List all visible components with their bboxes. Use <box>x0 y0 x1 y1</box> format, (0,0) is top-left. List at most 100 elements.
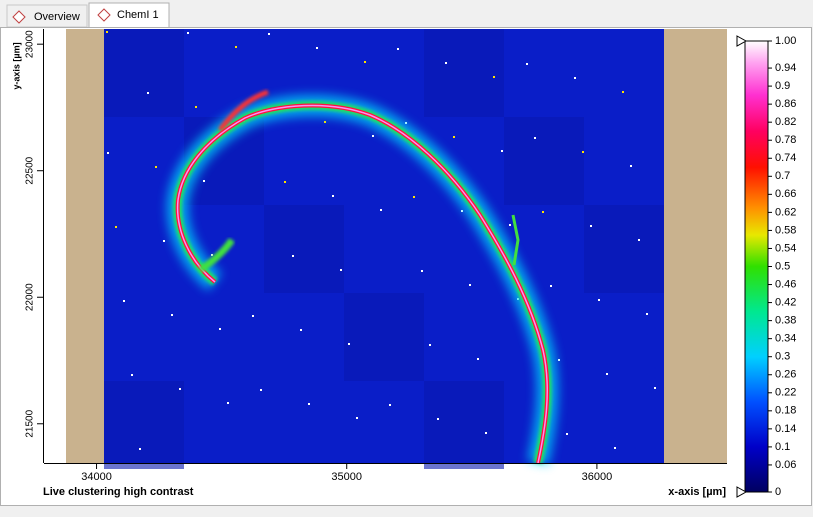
colorbar-tick-label: 0.66 <box>775 188 796 200</box>
colorbar-tick-label: 0.1 <box>775 441 790 453</box>
heatmap-pixel <box>646 313 648 315</box>
colorbar-handle[interactable] <box>736 486 748 498</box>
x-axis-label: x-axis [µm] <box>668 486 726 498</box>
heatmap-pixel <box>348 343 350 345</box>
heatmap-pixel <box>123 300 125 302</box>
colorbar-tick-label: 0.54 <box>775 242 796 254</box>
heatmap-patch <box>104 381 184 469</box>
heatmap-pixel <box>598 299 600 301</box>
heatmap-pixel <box>485 432 487 434</box>
heatmap-pixel <box>171 314 173 316</box>
colorbar-tick-label: 0.62 <box>775 206 796 218</box>
colorbar-tick-label: 0 <box>775 486 781 498</box>
y-tick-label: 22000 <box>25 283 36 311</box>
x-tick-label: 34000 <box>81 471 112 483</box>
heatmap-pixel <box>429 344 431 346</box>
heatmap-pixel <box>163 240 165 242</box>
heatmap-pixel <box>453 136 455 138</box>
colorbar-tick-label: 0.3 <box>775 351 790 363</box>
heatmap-pixel <box>614 447 616 449</box>
heatmap-pixel <box>227 402 229 404</box>
colorbar-tick-label: 0.74 <box>775 152 796 164</box>
heatmap-pixel <box>187 32 189 34</box>
heatmap-pixel <box>252 315 254 317</box>
heatmap-pixel <box>469 284 471 286</box>
heatmap-pixel <box>308 403 310 405</box>
heatmap-pixel <box>356 417 358 419</box>
colorbar-tick-label: 0.06 <box>775 459 796 471</box>
heatmap-patch <box>424 29 504 117</box>
heatmap-pixel <box>437 418 439 420</box>
heatmap-pixel <box>461 210 463 212</box>
heatmap-pixel <box>380 209 382 211</box>
heatmap-pixel <box>147 92 149 94</box>
heatmap-pixel <box>292 255 294 257</box>
y-axis-label: y-axis [µm] <box>11 42 21 89</box>
heatmap-pixel <box>300 329 302 331</box>
heatmap-pixel <box>389 404 391 406</box>
heatmap-pixel <box>195 106 197 108</box>
heatmap-patch <box>264 205 344 293</box>
heatmap-pixel <box>203 180 205 182</box>
heatmap-pixel <box>509 224 511 226</box>
heatmap-pixel <box>421 270 423 272</box>
colorbar-tick-label: 0.18 <box>775 405 796 417</box>
heatmap-pixel <box>413 196 415 198</box>
colorbar-tick-label: 0.78 <box>775 134 796 146</box>
heatmap-pixel <box>131 374 133 376</box>
heatmap-pixel <box>590 225 592 227</box>
tab-label[interactable]: Overview <box>34 11 80 23</box>
heatmap-pixel <box>550 285 552 287</box>
colorbar-tick-label: 0.34 <box>775 333 796 345</box>
colorbar-tick-label: 0.58 <box>775 224 796 236</box>
heatmap-patch <box>504 117 584 205</box>
heatmap-pixel <box>606 373 608 375</box>
colorbar-tick-label: 0.86 <box>775 98 796 110</box>
heatmap-pixel <box>139 448 141 450</box>
heatmap-pixel <box>501 150 503 152</box>
heatmap-pixel <box>526 63 528 65</box>
heatmap-pixel <box>630 165 632 167</box>
heatmap-pixel <box>260 389 262 391</box>
y-tick-label: 21500 <box>25 409 36 437</box>
heatmap-pixel <box>284 181 286 183</box>
heatmap-pixel <box>397 48 399 50</box>
heatmap-pixel <box>340 269 342 271</box>
colorbar <box>744 40 769 493</box>
tab[interactable]: Overview <box>6 4 88 28</box>
colorbar-tick-label: 0.9 <box>775 80 790 92</box>
heatmap-pixel <box>534 137 536 139</box>
heatmap-pixel <box>235 46 237 48</box>
colorbar-handle[interactable] <box>736 35 748 47</box>
heatmap-signal <box>166 89 559 466</box>
colorbar-tick-label: 1.00 <box>775 35 796 47</box>
heatmap-pixel <box>219 328 221 330</box>
y-tick-label: 23000 <box>25 30 36 58</box>
colorbar-tick-label: 0.82 <box>775 116 796 128</box>
heatmap-pixel <box>582 151 584 153</box>
heatmap-pixel <box>115 226 117 228</box>
heatmap-pixel <box>324 121 326 123</box>
heatmap-pixel <box>372 135 374 137</box>
tab[interactable]: ChemI 1 <box>88 2 170 29</box>
heatmap-pixel <box>268 33 270 35</box>
tab-label[interactable]: ChemI 1 <box>117 9 159 21</box>
heatmap-pixel <box>211 254 213 256</box>
heatmap-pixel <box>332 195 334 197</box>
heatmap-pixel <box>445 62 447 64</box>
heatmap-patch <box>424 381 504 469</box>
heatmap-pixel <box>558 359 560 361</box>
colorbar-tick-label: 0.46 <box>775 278 796 290</box>
heatmap-pixel <box>622 91 624 93</box>
heatmap-patch <box>104 29 184 117</box>
camera-image <box>66 29 104 463</box>
caption: Live clustering high contrast <box>43 486 194 498</box>
heatmap-pixel <box>574 77 576 79</box>
heatmap-pixel <box>107 152 109 154</box>
colorbar-tick-label: 0.94 <box>775 62 796 74</box>
heatmap-pixel <box>364 61 366 63</box>
heatmap-pixel <box>493 76 495 78</box>
colorbar-tick-label: 0.38 <box>775 315 796 327</box>
colorbar-tick-label: 0.26 <box>775 369 796 381</box>
